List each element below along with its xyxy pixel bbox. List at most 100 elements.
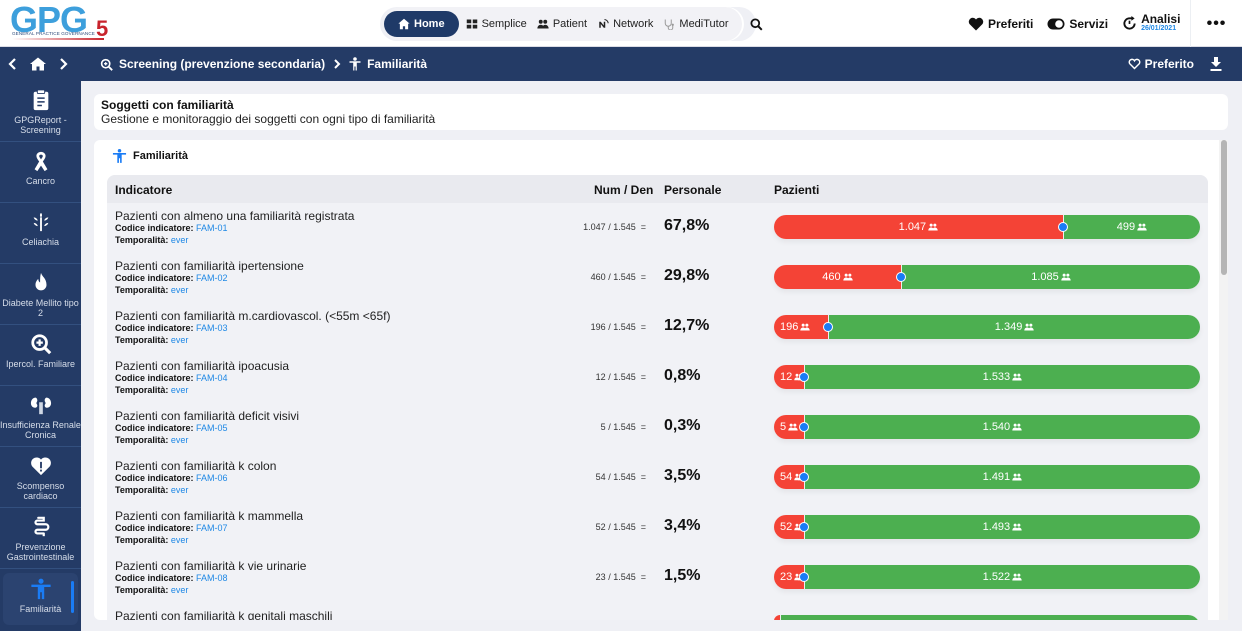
sidebar-item-cancro[interactable]: Cancro — [0, 142, 81, 203]
temporalita-link[interactable]: ever — [170, 485, 189, 495]
sidebar-item-gpgreport[interactable]: GPGReport - Screening — [0, 81, 81, 142]
preferito-button[interactable]: Preferito — [1128, 57, 1194, 71]
bar-negative-segment[interactable]: 499 — [1062, 215, 1200, 239]
patients-progress-bar[interactable]: 196 1.349 — [774, 315, 1200, 339]
bar-negative-segment[interactable]: 1.522 — [803, 565, 1200, 589]
indicator-code-link[interactable]: FAM-06 — [196, 473, 228, 483]
temporalita-link[interactable]: ever — [170, 235, 189, 245]
bar-positive-segment[interactable]: 460 — [774, 265, 901, 289]
bar-positive-segment[interactable]: 196 — [774, 315, 829, 339]
num-den: 52 / 1.545 = — [595, 522, 646, 532]
nav-meditutor[interactable]: MediTutor — [658, 11, 733, 37]
bar-negative-segment[interactable]: 1.085 — [900, 265, 1200, 289]
code-label: Codice indicatore: — [115, 373, 194, 383]
bar-marker-dot[interactable] — [823, 322, 834, 332]
table-row[interactable]: Pazienti con familiarità k mammella Codic… — [107, 503, 1208, 553]
temporalita-link[interactable]: ever — [170, 585, 189, 595]
sidebar: GPGReport - Screening Cancro Celiachia D… — [0, 81, 81, 631]
indicator-name: Pazienti con familiarità k colon — [115, 459, 277, 473]
back-button[interactable] — [8, 58, 18, 70]
numerator: 1.047 — [583, 222, 606, 232]
table-row[interactable]: Pazienti con familiarità m.cardiovascol.… — [107, 303, 1208, 353]
sidebar-item-ipercol[interactable]: Ipercol. Familiare — [0, 325, 81, 386]
bar-positive-segment[interactable] — [774, 615, 780, 620]
bar-positive-segment[interactable]: 1.047 — [774, 215, 1063, 239]
bar-marker-dot[interactable] — [798, 422, 809, 432]
bar-negative-segment[interactable]: 1.540 — [803, 415, 1200, 439]
indicator-temporalita: Temporalità: ever — [115, 235, 188, 245]
temporalita-link[interactable]: ever — [170, 285, 189, 295]
temporalita-link[interactable]: ever — [170, 435, 189, 445]
bar-marker-dot[interactable] — [798, 522, 809, 532]
forward-button[interactable] — [58, 58, 68, 70]
indicator-code-link[interactable]: FAM-03 — [196, 323, 228, 333]
gpg-logo[interactable]: GPG 5 GENERAL PRACTICE GOVERNANCE — [8, 0, 112, 42]
bar-negative-segment[interactable]: 1.349 — [828, 315, 1200, 339]
bar-negative-segment[interactable] — [780, 615, 1200, 620]
temporalita-link[interactable]: ever — [170, 385, 189, 395]
bar-negative-segment[interactable]: 1.493 — [803, 515, 1200, 539]
home-button[interactable] — [30, 57, 46, 71]
sidebar-item-scompenso[interactable]: Scompenso cardiaco — [0, 447, 81, 508]
sidebar-item-insufficienza-renale[interactable]: Insufficienza Renale Cronica — [0, 386, 81, 447]
indicator-code-link[interactable]: FAM-02 — [196, 273, 228, 283]
table-row[interactable]: Pazienti con familiarità k vie urinarie C… — [107, 553, 1208, 603]
table-row[interactable]: Pazienti con familiarità ipertensione Cod… — [107, 253, 1208, 303]
indicator-code-link[interactable]: FAM-07 — [196, 523, 228, 533]
nav-network[interactable]: Network — [592, 11, 658, 37]
sidebar-item-prevenzione-gastro[interactable]: Prevenzione Gastrointestinale — [0, 508, 81, 569]
users-icon — [537, 19, 549, 29]
negative-count: 1.085 — [1031, 271, 1059, 283]
search-button[interactable] — [750, 9, 763, 39]
negative-count: 1.522 — [982, 571, 1011, 583]
indicator-code-link[interactable]: FAM-05 — [196, 423, 228, 433]
breadcrumb-familiarita[interactable]: Familiarità — [349, 57, 427, 71]
download-button[interactable] — [1210, 57, 1222, 71]
scrollbar-thumb[interactable] — [1221, 140, 1227, 275]
scrollbar-track[interactable] — [1219, 140, 1228, 620]
patients-progress-bar[interactable]: 12 1.533 — [774, 365, 1200, 389]
patients-progress-bar[interactable]: 52 1.493 — [774, 515, 1200, 539]
sidebar-item-celiachia[interactable]: Celiachia — [0, 203, 81, 264]
person-icon — [349, 57, 361, 71]
table-row[interactable]: Pazienti con familiarità ipoacusia Codice… — [107, 353, 1208, 403]
table-row[interactable]: Pazienti con familiarità deficit visivi C… — [107, 403, 1208, 453]
indicator-code-link[interactable]: FAM-08 — [196, 573, 228, 583]
bar-marker-dot[interactable] — [798, 472, 809, 482]
patients-progress-bar[interactable]: 5 1.540 — [774, 415, 1200, 439]
bar-positive-segment[interactable]: 52 — [774, 515, 804, 539]
indicator-code-link[interactable]: FAM-04 — [196, 373, 228, 383]
percentage-value: 1,5% — [664, 567, 701, 584]
bar-marker-dot[interactable] — [798, 572, 809, 582]
patients-progress-bar[interactable]: 1.047 499 — [774, 215, 1200, 239]
bar-marker-dot[interactable] — [1057, 222, 1068, 232]
breadcrumb-screening[interactable]: Screening (prevenzione secondaria) — [100, 57, 325, 71]
bar-marker-dot[interactable] — [895, 272, 906, 282]
table-row[interactable]: Pazienti con almeno una familiarità regi… — [107, 203, 1208, 253]
nav-home[interactable]: Home — [384, 11, 459, 37]
patients-progress-bar[interactable]: 23 1.522 — [774, 565, 1200, 589]
bar-negative-segment[interactable]: 1.533 — [803, 365, 1200, 389]
nav-patient[interactable]: Patient — [532, 11, 592, 37]
bar-marker-dot[interactable] — [798, 372, 809, 382]
temporalita-link[interactable]: ever — [170, 335, 189, 345]
sidebar-item-diabete[interactable]: Diabete Mellito tipo 2 — [0, 264, 81, 325]
servizi-button[interactable]: Servizi — [1047, 17, 1108, 31]
bar-negative-segment[interactable]: 1.491 — [803, 465, 1200, 489]
table-row[interactable]: Pazienti con familiarità k genitali masc… — [107, 603, 1208, 620]
users-icon — [1012, 573, 1022, 581]
more-menu-button[interactable]: ••• — [1190, 0, 1242, 47]
preferiti-button[interactable]: Preferiti — [968, 17, 1033, 31]
patients-progress-bar[interactable] — [774, 615, 1200, 620]
analisi-button[interactable]: Analisi 26/01/2021 — [1122, 13, 1180, 34]
temporalita-link[interactable]: ever — [170, 535, 189, 545]
indicator-code-link[interactable]: FAM-01 — [196, 223, 228, 233]
nav-semplice[interactable]: Semplice — [461, 11, 532, 37]
right-actions: Preferiti Servizi Analisi 26/01/2021 — [968, 0, 1180, 47]
patients-progress-bar[interactable]: 460 1.085 — [774, 265, 1200, 289]
percentage-value: 12,7% — [664, 317, 710, 334]
table-row[interactable]: Pazienti con familiarità k colon Codice i… — [107, 453, 1208, 503]
patients-progress-bar[interactable]: 54 1.491 — [774, 465, 1200, 489]
num-den: 12 / 1.545 = — [595, 372, 646, 382]
sidebar-item-familiarita[interactable]: Familiarità — [3, 573, 78, 625]
